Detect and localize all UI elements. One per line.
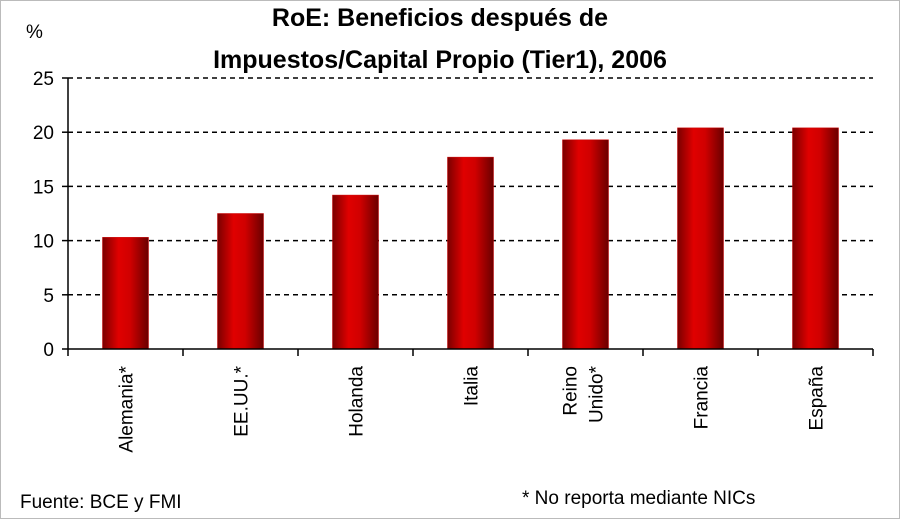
y-tick-label: 10 <box>33 232 54 253</box>
x-tick-label: EE.UU.* <box>232 365 253 436</box>
x-tick-label: Unido* <box>587 365 608 423</box>
y-tick-label: 20 <box>33 123 54 144</box>
y-tick-label: 0 <box>43 340 54 361</box>
y-tick-label: 15 <box>33 177 54 198</box>
x-tick-label: Reino <box>561 366 582 416</box>
y-axis-label: % <box>26 22 43 43</box>
x-tick-label: España <box>807 366 828 431</box>
x-tick-label: Alemania* <box>117 365 138 452</box>
x-tick-label: Francia <box>692 366 713 430</box>
x-tick-label: Italia <box>462 366 483 407</box>
y-tick-label: 5 <box>43 286 54 307</box>
note: * No reporta mediante NICs <box>522 488 755 509</box>
bar <box>792 127 839 350</box>
bar <box>217 213 264 350</box>
source: Fuente: BCE y FMI <box>20 492 182 513</box>
bar <box>447 156 494 350</box>
chart-title: RoE: Beneficios después de <box>272 4 608 32</box>
chart-title: Impuestos/Capital Propio (Tier1), 2006 <box>213 46 667 74</box>
bar <box>332 194 379 350</box>
y-tick-label: 25 <box>33 69 54 90</box>
bar <box>102 237 149 350</box>
bar <box>562 139 609 350</box>
x-tick-label: Holanda <box>347 366 368 437</box>
bar <box>677 127 724 350</box>
